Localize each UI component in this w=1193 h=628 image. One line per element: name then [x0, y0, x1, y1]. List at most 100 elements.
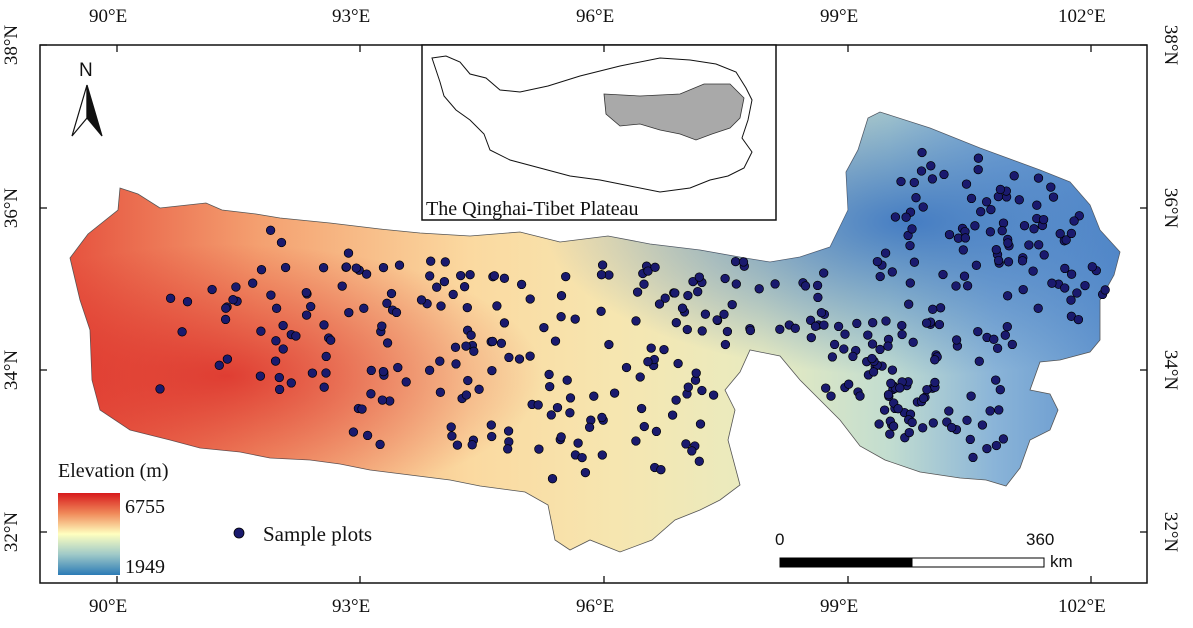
north-label: N: [79, 60, 93, 81]
sample-plot-point: [918, 423, 928, 433]
scale-bar: [779, 557, 1045, 568]
sample-plot-point: [727, 299, 737, 310]
sample-plot-point: [693, 287, 703, 297]
sample-plot-point: [819, 268, 829, 278]
sample-plot-point: [697, 385, 707, 396]
sample-plot-point: [911, 193, 921, 203]
sample-plot-point: [997, 226, 1007, 236]
sample-plot-point: [496, 338, 507, 348]
sample-plot-point: [450, 342, 461, 352]
sample-plot-point: [819, 320, 829, 330]
sample-plot-point: [1080, 280, 1090, 291]
sample-plot-point: [880, 248, 891, 258]
sample-plot-point: [691, 368, 701, 378]
sample-plot-point: [1029, 224, 1039, 234]
sample-plot-point: [959, 271, 970, 281]
sample-plot-point: [589, 391, 599, 401]
scale-unit-label: km: [1050, 552, 1073, 571]
sample-plot-point: [643, 266, 653, 276]
sample-plot-point: [573, 438, 583, 448]
sample-plot-point: [985, 406, 995, 416]
sample-plot-point: [888, 421, 899, 431]
sample-plot-point: [255, 371, 266, 381]
scale-zero-label: 0: [775, 530, 785, 549]
sample-plot-point: [966, 391, 976, 401]
sample-plot-point: [556, 432, 566, 442]
sample-plot-point: [439, 276, 450, 287]
sample-plot-point: [597, 412, 607, 423]
sample-plot-point: [1060, 263, 1070, 274]
sample-plots-label: Sample plots: [263, 522, 373, 546]
sample-plot-point: [965, 434, 975, 445]
sample-plot-point: [958, 245, 968, 255]
sample-plot-point: [995, 184, 1006, 195]
sample-plot-point: [1069, 216, 1079, 226]
sample-plot-point: [697, 326, 707, 336]
sample-plot-point: [738, 257, 749, 267]
sample-plot-point: [683, 382, 693, 392]
sample-plot-point: [991, 245, 1001, 255]
sample-plot-point: [930, 355, 940, 365]
sample-plot-point: [440, 257, 450, 267]
sample-plot-point: [359, 303, 369, 313]
sample-plot-point: [968, 452, 978, 463]
sample-plot-point: [516, 279, 527, 290]
sample-plot-point: [800, 281, 811, 291]
sample-plot-point: [182, 297, 193, 307]
sample-plot-point: [318, 263, 329, 273]
sample-plot-point: [362, 430, 373, 441]
sample-plot-point: [905, 278, 915, 288]
sample-plot-point: [962, 415, 972, 425]
sample-plot-point: [673, 358, 683, 369]
sample-plot-point: [826, 391, 836, 401]
sample-plot-point: [974, 356, 984, 366]
sample-plot-point: [1055, 229, 1065, 239]
sample-plot-point: [426, 256, 436, 266]
sample-plot-point: [584, 422, 595, 432]
sample-plot-point: [973, 153, 984, 163]
sample-plot-point: [720, 273, 730, 284]
sample-plot-point: [874, 419, 884, 429]
sample-plot-point: [930, 377, 940, 388]
sample-plot-point: [462, 302, 472, 313]
sample-plot-point: [992, 343, 1003, 353]
sample-plot-point: [351, 263, 361, 273]
sample-plot-point: [683, 290, 693, 301]
sample-plot-point: [887, 267, 897, 277]
sample-plot-point: [1087, 262, 1097, 272]
sample-plot-point: [425, 271, 435, 281]
sample-plot-point: [487, 431, 497, 442]
sample-plot-point: [805, 315, 816, 325]
sample-legend-dot: [233, 527, 245, 539]
sample-plot-point: [280, 262, 291, 273]
lon-label-top-96: 96°E: [576, 6, 615, 27]
sample-plot-point: [459, 282, 470, 292]
sample-plot-point: [827, 352, 838, 362]
sample-plot-point: [886, 378, 896, 388]
sample-plot-point: [503, 444, 513, 454]
sample-plot-point: [671, 318, 681, 328]
sample-plot-point: [890, 212, 901, 222]
lon-label-top-90: 90°E: [89, 6, 128, 27]
sample-plot-point: [720, 339, 731, 350]
sample-plot-point: [961, 179, 972, 189]
sample-plot-point: [378, 262, 389, 273]
sample-plot-point: [394, 260, 405, 270]
sample-plot-point: [790, 323, 800, 333]
sample-plot-point: [307, 368, 318, 378]
sample-plot-point: [1014, 195, 1024, 205]
sample-plot-point: [596, 270, 607, 280]
sample-plot-point: [503, 426, 514, 436]
inset-map: [421, 44, 777, 221]
sample-plot-point: [514, 354, 525, 364]
sample-plot-point: [286, 378, 296, 388]
lat-label-right-34: 34°N: [1160, 349, 1182, 391]
sample-plot-point: [695, 419, 706, 429]
sample-plot-point: [1066, 269, 1077, 279]
sample-plot-point: [875, 271, 885, 282]
sample-plot-point: [922, 384, 932, 395]
sample-plot-point: [393, 362, 403, 373]
sample-plot-point: [306, 301, 316, 312]
sample-plot-point: [879, 405, 890, 415]
